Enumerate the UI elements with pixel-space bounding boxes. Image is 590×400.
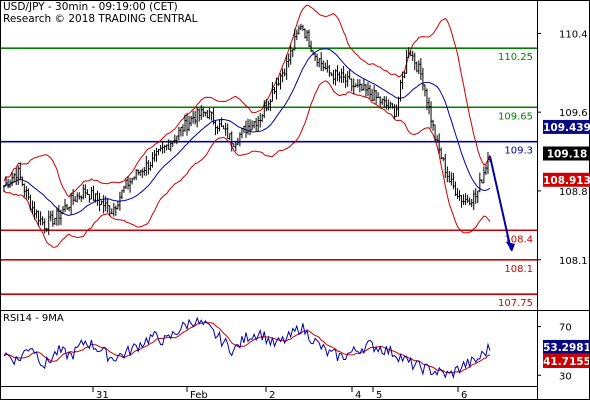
- chart-title: USD/JPY - 30min - 09:19:00 (CET): [3, 1, 178, 13]
- rsi-value-tag: 53.2981: [543, 342, 590, 354]
- moving-average-line: [3, 48, 491, 217]
- level-label: 108.4: [504, 234, 533, 245]
- copyright-text: Research © 2018 TRADING CENTRAL: [3, 13, 198, 25]
- price-tick-label: 109.6: [559, 108, 588, 119]
- time-tick-label: 31: [96, 390, 109, 400]
- price-tick-label: 110.4: [559, 29, 588, 40]
- time-tick-label: 5: [376, 390, 382, 400]
- time-tick-label: 4: [355, 390, 361, 400]
- band-value-tag-box: [543, 172, 590, 187]
- rsi-line: [3, 316, 491, 380]
- current-price-tag: 109.18: [547, 149, 588, 161]
- level-label: 109.3: [504, 146, 533, 157]
- rsi-tick-label: 70: [559, 323, 572, 334]
- band-value-tag: 108.913: [543, 175, 590, 187]
- time-tick-label: Feb: [190, 390, 208, 400]
- time-tick-label: 2: [269, 390, 275, 400]
- level-label: 107.75: [498, 298, 533, 309]
- rsi-ma-line: [3, 321, 491, 374]
- level-label: 108.1: [504, 264, 533, 275]
- price-tick-label: 108.1: [559, 256, 588, 267]
- rsi-value-tag-box: [543, 339, 590, 354]
- level-label: 109.65: [498, 111, 533, 122]
- forecast-arrowhead: [506, 241, 515, 252]
- level-label: 110.25: [498, 52, 533, 63]
- bollinger-lower: [3, 80, 491, 248]
- ma-value-tag-box: [543, 119, 590, 134]
- rsi-tick-label: 30: [559, 371, 572, 382]
- forecast-arrow: [489, 156, 512, 251]
- price-tick-label: 108.8: [559, 187, 588, 198]
- current-price-tag-box: [543, 146, 590, 161]
- rsi-ma-value-tag-box: [543, 354, 590, 369]
- rsi-ma-value-tag: 41.7155: [543, 356, 590, 368]
- time-tick-label: 6: [461, 390, 467, 400]
- ma-value-tag: 109.439: [543, 122, 590, 134]
- bollinger-upper: [3, 4, 491, 198]
- rsi-title: RSI14 - 9MA: [3, 313, 64, 324]
